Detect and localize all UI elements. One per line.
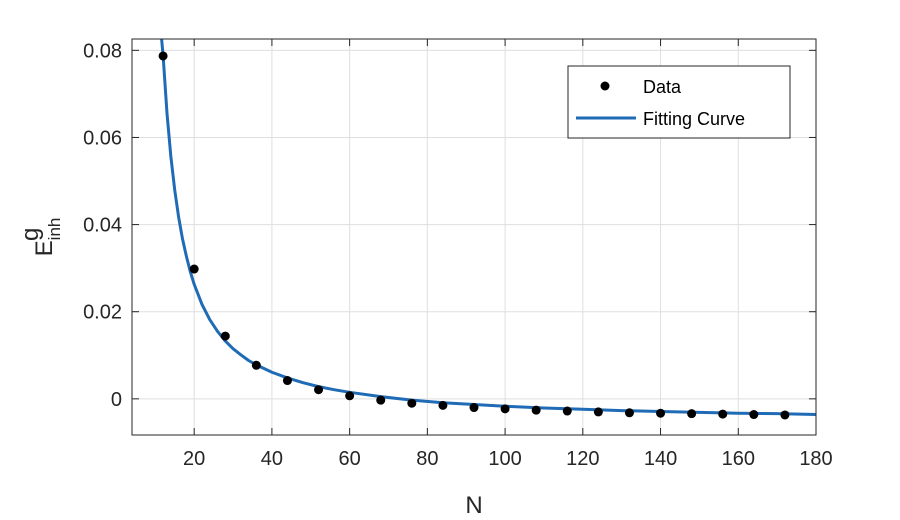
legend: Data Fitting Curve <box>567 65 791 139</box>
y-axis-title-superscript: g <box>17 228 44 241</box>
data-point <box>469 403 479 413</box>
legend-box <box>567 65 791 139</box>
x-tick-label: 80 <box>416 448 438 470</box>
data-point <box>624 408 634 418</box>
y-axis-title-base: E <box>31 240 58 256</box>
x-tick-label: 40 <box>261 448 283 470</box>
data-point <box>531 405 541 415</box>
x-tick-label: 20 <box>183 448 205 470</box>
svg-text:Einh: Einh <box>31 218 64 257</box>
data-point <box>500 404 510 414</box>
fitting-curve-line <box>160 39 816 417</box>
data-point <box>749 410 759 420</box>
data-point <box>718 409 728 419</box>
data-point <box>780 410 790 420</box>
y-axis-title-subscript: inh <box>45 218 64 241</box>
x-tick-label: 60 <box>339 448 361 470</box>
data-point <box>189 264 199 274</box>
y-tick-label: 0 <box>111 389 122 411</box>
legend-marker-data <box>600 81 610 91</box>
data-point <box>158 51 168 61</box>
y-tick-label: 0.04 <box>83 215 122 237</box>
data-point <box>407 398 417 408</box>
data-point <box>376 395 386 405</box>
x-tick-label: 140 <box>644 448 677 470</box>
x-tick-label: 180 <box>799 448 832 470</box>
x-tick-label: 120 <box>566 448 599 470</box>
y-tick-label: 0.02 <box>83 302 122 324</box>
x-tick-label: 160 <box>722 448 755 470</box>
axes-ticks: 20 40 60 80 100 120 140 160 180 0 0.02 0.04 0.06 0.08 <box>83 39 833 470</box>
data-point <box>687 409 697 419</box>
y-tick-label: 0.08 <box>83 40 122 62</box>
data-point <box>345 391 355 401</box>
data-point <box>593 407 603 417</box>
legend-label-fitting-curve: Fitting Curve <box>643 109 745 129</box>
plot-area <box>158 39 816 420</box>
data-point <box>562 406 572 416</box>
x-axis-title: N <box>465 492 482 519</box>
x-tick-label: 100 <box>488 448 521 470</box>
data-point <box>251 360 261 370</box>
plot-frame <box>131 38 817 436</box>
data-point <box>314 385 324 395</box>
data-point <box>438 400 448 410</box>
data-point <box>656 408 666 418</box>
legend-label-data: Data <box>643 77 682 97</box>
y-axis-title: Einh g <box>17 218 64 257</box>
data-point <box>282 376 292 386</box>
y-tick-label: 0.06 <box>83 127 122 149</box>
data-point <box>220 331 230 341</box>
